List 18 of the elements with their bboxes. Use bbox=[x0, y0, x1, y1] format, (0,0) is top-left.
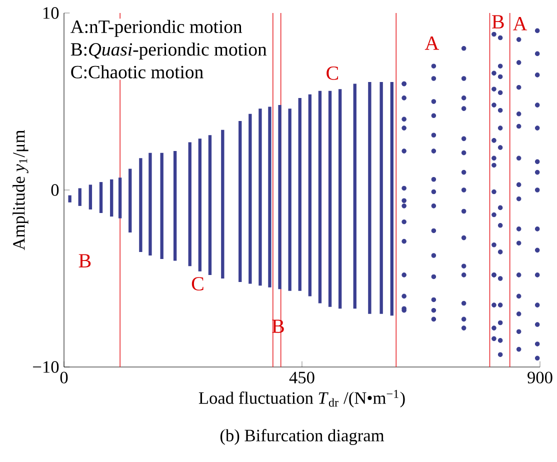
annotation: B bbox=[78, 254, 91, 268]
annotation: B:Quasi-periondic motion bbox=[70, 42, 267, 60]
y-tick-label: −10 bbox=[33, 361, 59, 373]
y-tick-label: 10 bbox=[43, 7, 59, 19]
x-tick-label: 0 bbox=[60, 372, 68, 384]
x-tick-label: 450 bbox=[289, 372, 314, 384]
annotation: A bbox=[424, 36, 439, 50]
annotation: C bbox=[326, 66, 338, 80]
annotation: A bbox=[512, 17, 528, 30]
y-tick-label: 0 bbox=[51, 184, 59, 196]
x-tick-label: 900 bbox=[528, 372, 552, 384]
annotation: C bbox=[192, 277, 204, 291]
annotation: B bbox=[492, 15, 504, 28]
text: (b) Bifurcation diagram bbox=[220, 429, 384, 445]
annotation: C:Chaotic motion bbox=[71, 65, 204, 78]
y-axis-title: Amplitude y$_{1}$/μm bbox=[12, 130, 28, 250]
annotation: A:nT-periondic motion bbox=[70, 20, 242, 37]
x-axis-title: Load fluctuation T$_{dr}$ /(N•m$^{−1}$) bbox=[198, 390, 405, 408]
